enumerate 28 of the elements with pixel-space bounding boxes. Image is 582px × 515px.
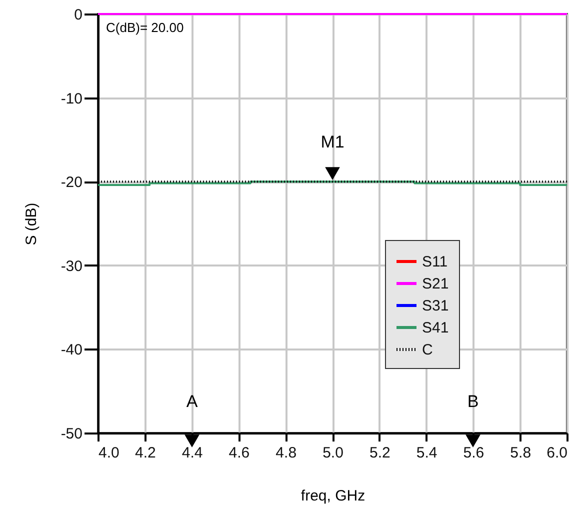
x-tick-label: 5.4 [416, 444, 438, 462]
x-tick-label: 5.2 [369, 444, 390, 462]
y-axis-title: S (dB) [22, 202, 40, 246]
annotation: C(dB)= 20.00 [106, 20, 184, 35]
annotation: A [186, 392, 198, 411]
legend-label: S31 [422, 298, 449, 314]
legend-label: C [422, 342, 433, 358]
x-axis-title: freq, GHz [300, 488, 366, 504]
x-tick-label: 4.2 [134, 444, 156, 462]
y-tick-label: -20 [60, 174, 82, 192]
annotation: M1 [320, 132, 344, 152]
x-tick-label: 5.0 [322, 444, 344, 462]
x-tick-label: 4.0 [98, 444, 120, 462]
annotation: B [467, 392, 479, 411]
x-tick-label: 4.8 [276, 444, 297, 462]
x-tick-label: 6.0 [546, 444, 568, 462]
y-tick-label: -30 [60, 258, 82, 275]
x-tick-label: 4.6 [228, 444, 250, 462]
x-tick-label: 5.6 [463, 444, 484, 462]
y-tick-label: -40 [60, 342, 82, 359]
y-tick-label: -50 [60, 426, 82, 442]
legend-label: S21 [422, 276, 449, 292]
y-tick-label: 0 [74, 6, 82, 24]
x-tick-label: 4.4 [182, 444, 203, 462]
y-tick-label: -10 [60, 90, 82, 108]
legend-label: S11 [422, 254, 448, 270]
x-tick-label: 5.8 [510, 444, 532, 462]
legend-label: S41 [422, 320, 449, 336]
